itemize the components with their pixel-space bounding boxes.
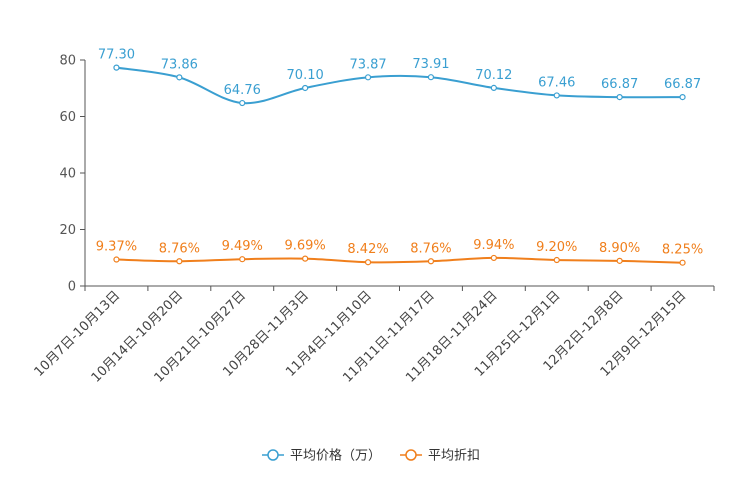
data-label: 9.49% [222, 239, 263, 254]
data-point[interactable] [616, 257, 623, 264]
y-tick-label: 40 [59, 167, 76, 182]
data-label: 9.69% [284, 239, 325, 254]
data-point[interactable] [679, 259, 686, 266]
data-point[interactable] [679, 93, 686, 101]
data-label: 9.37% [96, 240, 137, 255]
data-label: 70.10 [287, 68, 324, 83]
data-point[interactable] [239, 256, 246, 263]
y-tick-label: 20 [59, 223, 76, 238]
data-point[interactable] [364, 74, 372, 81]
data-point[interactable] [176, 258, 183, 265]
legend-marker-icon [405, 449, 417, 461]
data-point[interactable] [616, 93, 623, 101]
legend-item-0[interactable]: 平均价格（万） [262, 448, 381, 464]
legend-label: 平均折扣 [428, 449, 480, 464]
data-label: 70.12 [475, 68, 512, 83]
data-label: 8.90% [599, 241, 640, 256]
series-layer: 77.30 73.86 64.76 70.10 73.87 73.91 70.12 67.46… [96, 48, 703, 266]
axes: 02040608010月7日-10月13日10月14日-10月20日10月21日… [32, 54, 715, 386]
data-point[interactable] [364, 259, 372, 266]
y-tick-label: 80 [59, 54, 76, 69]
data-point[interactable] [553, 256, 560, 264]
legend-item-1[interactable]: 平均折扣 [400, 449, 480, 464]
data-point[interactable] [427, 74, 435, 81]
data-label: 73.87 [349, 57, 386, 72]
series-line [116, 66, 683, 105]
data-label: 8.76% [159, 241, 200, 256]
y-tick-label: 0 [68, 280, 76, 295]
legend-marker-icon [267, 449, 279, 461]
data-label: 8.42% [347, 242, 388, 257]
data-label: 77.30 [98, 48, 135, 63]
legend-label: 平均价格（万） [290, 448, 381, 464]
data-point[interactable] [302, 255, 309, 262]
data-label: 8.76% [410, 241, 451, 256]
series-0: 77.30 73.86 64.76 70.10 73.87 73.91 70.12 67.46… [98, 48, 701, 107]
data-point[interactable] [427, 258, 435, 265]
data-label: 67.46 [538, 75, 575, 90]
legend[interactable]: 平均价格（万） 平均折扣 [262, 448, 480, 464]
data-point[interactable] [302, 84, 309, 92]
data-label: 9.94% [473, 238, 514, 253]
data-point[interactable] [239, 99, 246, 107]
data-label: 73.86 [161, 57, 198, 72]
data-label: 9.20% [536, 240, 577, 255]
data-point[interactable] [490, 84, 497, 92]
data-label: 66.87 [601, 77, 638, 92]
data-point[interactable] [490, 254, 497, 262]
data-label: 8.25% [662, 243, 703, 258]
data-point[interactable] [176, 74, 183, 81]
data-point[interactable] [113, 256, 120, 263]
series-1: 9.37% 8.76% 9.49% 9.69% 8.42% 8.76% 9.94% 9.20%… [96, 238, 703, 266]
y-tick-label: 60 [59, 110, 76, 125]
series-line [116, 256, 683, 264]
data-point[interactable] [113, 64, 120, 71]
data-point[interactable] [553, 92, 560, 99]
data-label: 64.76 [224, 83, 261, 98]
data-label: 73.91 [412, 57, 449, 72]
data-label: 66.87 [664, 77, 701, 92]
